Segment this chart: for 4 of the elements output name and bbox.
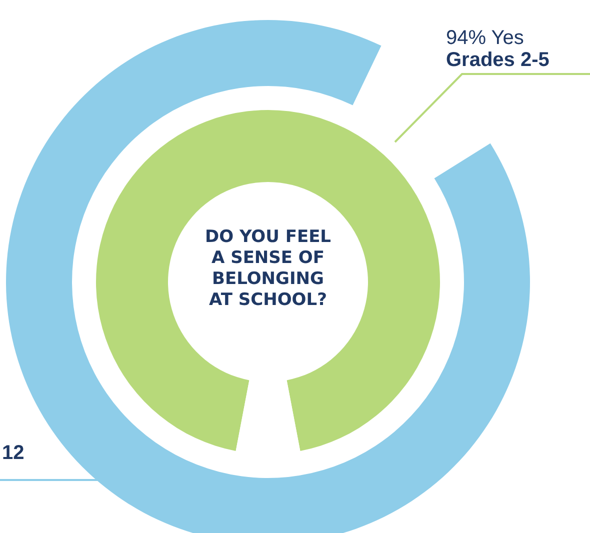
slice-label: Grades 2-5 <box>446 49 550 71</box>
data-label: 94% Yes <box>446 27 524 49</box>
slice-label: 12 <box>2 442 24 464</box>
text: DO YOU FEEL A SENSE OF BELONGING AT SCHOOL? <box>204 227 332 310</box>
